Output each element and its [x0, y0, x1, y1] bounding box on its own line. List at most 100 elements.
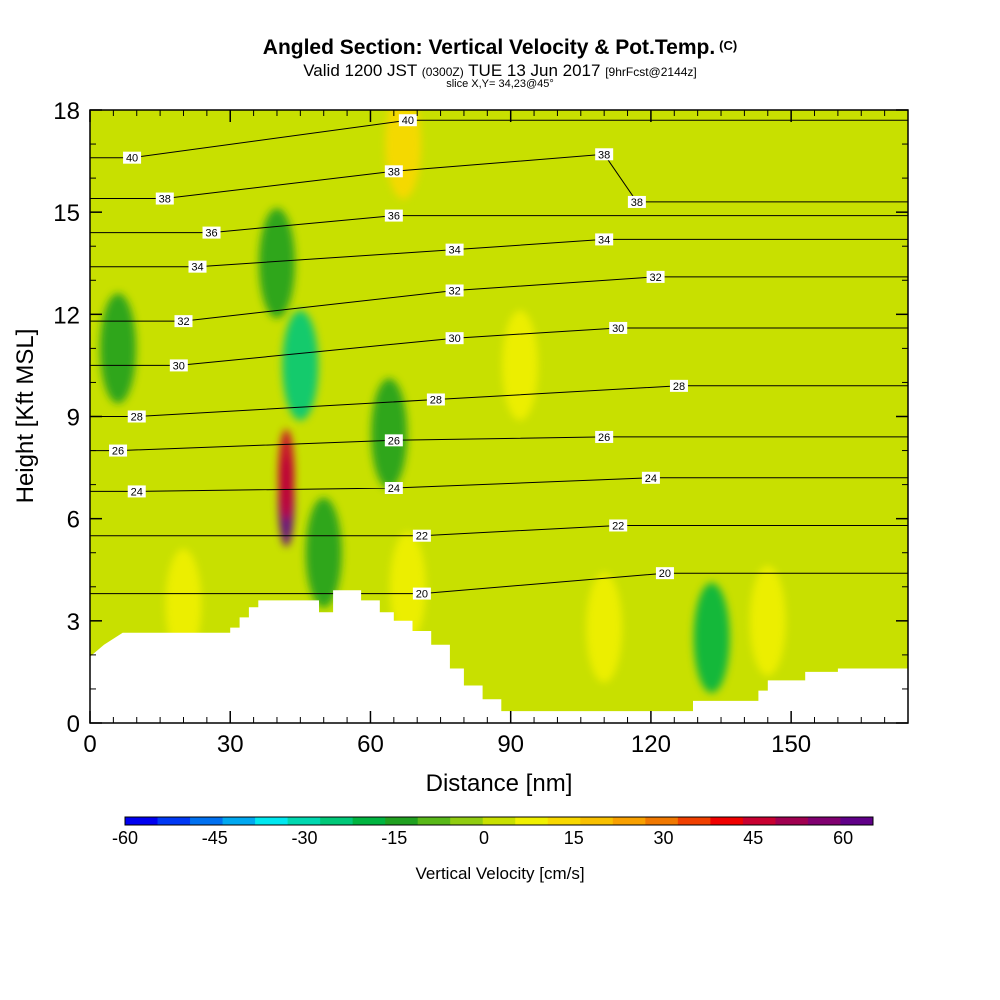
isotherm-label-bg: [646, 270, 665, 283]
isotherm-label: 38: [384, 165, 403, 178]
velocity-cell: [502, 310, 539, 421]
valid-time-line: Valid 1200 JST (0300Z) TUE 13 Jun 2017 […: [0, 61, 1000, 81]
colorbar-swatch: [385, 817, 419, 825]
isotherm-label: 30: [609, 321, 628, 335]
isotherm-label: 20: [655, 567, 674, 580]
colorbar-tick-label: 30: [654, 828, 674, 848]
colorbar-swatch: [775, 817, 809, 825]
x-tick-label: 120: [631, 731, 671, 758]
isotherm-label-text: 30: [612, 323, 624, 335]
valid-utc: (0300Z): [421, 65, 464, 79]
y-tick-label: 3: [67, 609, 80, 636]
isotherm-label-text: 28: [430, 394, 442, 406]
isotherm-label-bg: [384, 209, 403, 222]
isotherm-label: 34: [445, 243, 464, 257]
isotherm-label-text: 24: [388, 483, 400, 495]
isotherm-label: 22: [609, 519, 628, 532]
colorbar-tick-label: -30: [292, 828, 318, 848]
isotherm-label-text: 28: [673, 381, 685, 393]
title-unit: (C): [719, 38, 738, 53]
isotherm-label-text: 40: [126, 153, 138, 165]
isotherm-label-bg: [174, 315, 193, 328]
velocity-cell: [693, 582, 730, 693]
isotherm-label-bg: [595, 233, 614, 246]
velocity-cell: [305, 497, 342, 608]
isotherm-label-bg: [127, 485, 146, 498]
isotherm-label: 32: [646, 270, 665, 284]
isotherm-label-text: 20: [659, 568, 671, 580]
isotherm-label: 38: [595, 148, 614, 161]
velocity-field: 40 40 38 38 38 38 36 36 34 34 34 32 32 32 30 30 30 28 28 28…: [90, 110, 908, 723]
colorbar-swatch: [515, 817, 549, 825]
isotherm-label-bg: [398, 114, 417, 127]
y-tick-label: 0: [67, 711, 80, 738]
isotherm-line: [90, 119, 908, 159]
y-tick-label: 6: [67, 507, 80, 534]
isotherm-label: 34: [188, 260, 207, 274]
isotherm-label: 24: [127, 485, 146, 498]
isotherm-label-text: 22: [612, 520, 624, 532]
isotherm-label-bg: [595, 430, 614, 443]
isotherm-label: 24: [384, 482, 403, 495]
velocity-cell: [586, 572, 623, 683]
isotherm-line: [90, 525, 908, 537]
y-axis-label: Height [Kft MSL]: [12, 329, 39, 504]
x-tick-label: 30: [217, 731, 244, 758]
colorbar-tick-label: 0: [479, 828, 489, 848]
isotherm-label-text: 24: [645, 473, 657, 485]
isotherm-label-bg: [127, 410, 146, 423]
isotherm-label-bg: [188, 260, 207, 273]
colorbar-swatch: [352, 817, 386, 825]
isotherm-label-text: 40: [402, 115, 414, 127]
isotherm-label-text: 38: [598, 149, 610, 161]
isotherm-label: 22: [412, 529, 431, 543]
isotherm-label-text: 26: [598, 432, 610, 444]
isotherm-label: 40: [398, 114, 417, 127]
colorbar-swatch: [710, 817, 744, 825]
isotherm-label: 26: [109, 444, 128, 458]
y-tick-label: 15: [53, 200, 80, 227]
isotherm-labels: 40 40 38 38 38 38 36 36 34 34 34 32 32 32 30 30 30 28 28 28…: [109, 114, 688, 601]
valid-date: TUE 13 Jun 2017: [468, 61, 601, 80]
isotherm-label-bg: [641, 471, 660, 484]
isotherm-label-text: 24: [131, 486, 143, 498]
y-tick-label: 18: [53, 98, 80, 125]
isotherm-label-text: 34: [191, 262, 203, 274]
isotherm-label-text: 22: [416, 531, 428, 543]
x-tick-label: 60: [357, 731, 384, 758]
isotherm-label-bg: [384, 434, 403, 447]
y-tick-label: 12: [53, 302, 80, 329]
x-axis-label: Distance [nm]: [426, 770, 573, 797]
isotherm-line: [90, 215, 908, 234]
isotherm-label-text: 38: [159, 194, 171, 206]
isotherm-label: 32: [174, 315, 193, 328]
isotherm-label-bg: [412, 587, 431, 600]
isotherm-label: 34: [595, 233, 614, 246]
colorbar-swatch: [287, 817, 321, 825]
x-tick-label: 150: [771, 731, 811, 758]
isotherm-label-text: 20: [416, 589, 428, 601]
isotherm-label: 28: [669, 379, 688, 393]
colorbar-swatch: [645, 817, 679, 825]
velocity-cell: [100, 293, 137, 404]
slice-info: slice X,Y= 34,23@45°: [446, 78, 554, 90]
isotherm-label: 32: [445, 284, 464, 297]
isotherm-label: 20: [412, 587, 431, 601]
colorbar-tick-label: -60: [112, 828, 138, 848]
colorbar-tick-label: 45: [743, 828, 763, 848]
valid-prefix: Valid 1200 JST: [303, 61, 417, 80]
isotherm-label-bg: [595, 148, 614, 161]
colorbar-swatch: [807, 817, 841, 825]
isotherm-label-text: 32: [448, 285, 460, 297]
colorbar: -60 -45 -30 -15 0 15 30 45 60: [112, 816, 874, 848]
forecast-info: [9hrFcst@2144z]: [605, 65, 697, 79]
isotherm-label-bg: [384, 482, 403, 495]
isotherm-label-text: 38: [631, 197, 643, 209]
isotherm-label: 28: [127, 410, 146, 424]
colorbar-swatch: [742, 817, 776, 825]
velocity-cell: [282, 310, 319, 421]
isotherm-label-bg: [384, 165, 403, 178]
colorbar-tick-label: -45: [202, 828, 228, 848]
isotherm-label-text: 36: [205, 228, 217, 240]
